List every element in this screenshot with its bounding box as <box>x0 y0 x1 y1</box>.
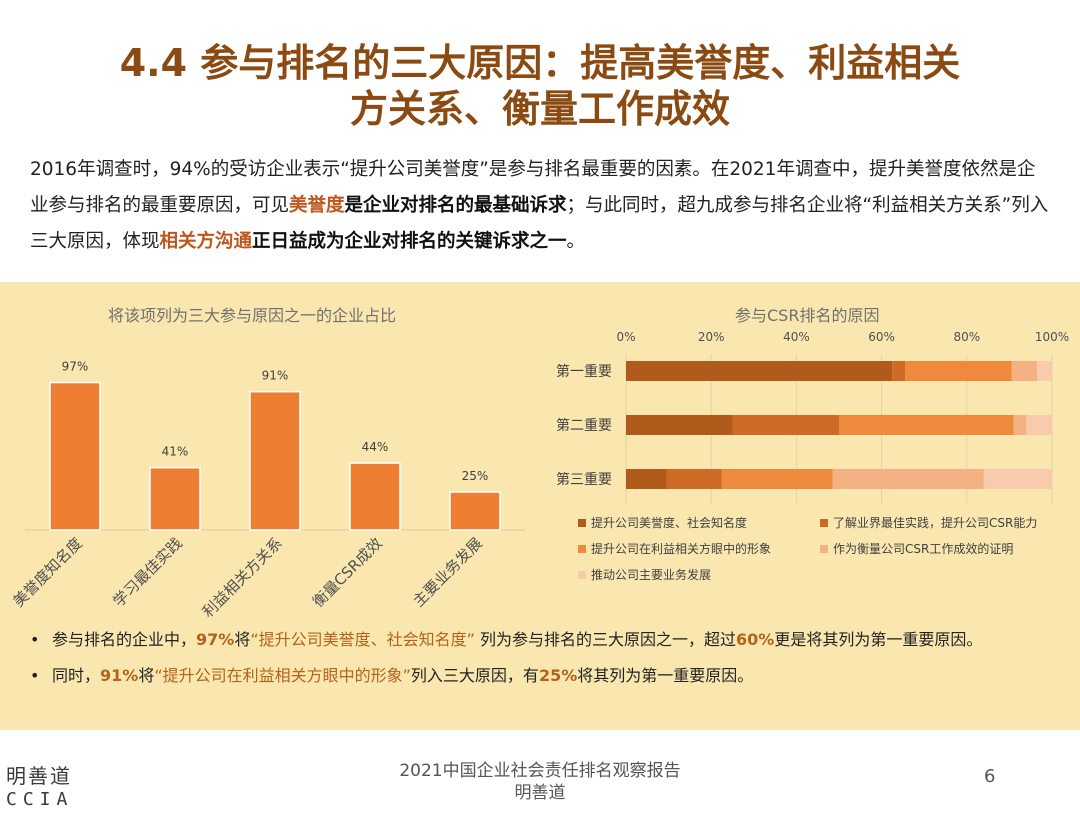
category-label: 第二重要 <box>556 417 612 434</box>
stacked-bar-segment <box>905 361 1012 381</box>
stacked-chart-title: 参与CSR排名的原因 <box>735 306 880 325</box>
bar <box>149 466 201 531</box>
stacked-bar-segment <box>732 415 839 435</box>
stacked-bar-segment <box>1011 361 1038 381</box>
bar <box>49 381 101 531</box>
bullet-item-2: • 同时，91%将“提升公司在利益相关方眼中的形象”列入三大原因，有25%将其列… <box>30 660 1060 692</box>
stacked-bar-segment <box>1013 415 1027 435</box>
logo-en: CCIA <box>6 789 74 810</box>
title-line-1: 4.4 参与排名的三大原因：提高美誉度、利益相关 <box>119 41 961 85</box>
footer-org: 明善道 <box>514 783 566 803</box>
x-tick-label: 100% <box>1035 332 1069 344</box>
intro-text-2: ；与此同时，超九成参与排名企业将“利益相关方关系”列入三大原因，体现 <box>30 195 1049 252</box>
x-tick-label: 60% <box>868 332 895 344</box>
stacked-bar-segment <box>626 415 733 435</box>
legend-label: 提升公司美誉度、社会知名度 <box>591 515 747 530</box>
legend-swatch <box>820 545 828 553</box>
x-tick-label: 40% <box>783 332 810 344</box>
stacked-bar-segment <box>626 469 667 489</box>
page-number: 6 <box>984 766 996 787</box>
stacked-bar-segment <box>832 469 984 489</box>
data-label: 25% <box>462 469 489 483</box>
x-tick-label: 0% <box>616 332 635 344</box>
category-label: 第一重要 <box>556 363 612 380</box>
bar-chart: 97% 美誉度知名度 41% 学习最佳实践 91% 利益相关方关系 44% 衡量CSR成效 25… <box>9 360 525 621</box>
legend-swatch <box>578 519 586 527</box>
category-label: 学习最佳实践 <box>109 534 185 610</box>
stacked-bar-segment <box>721 469 833 489</box>
page-title: 4.4 参与排名的三大原因：提高美誉度、利益相关 方关系、衡量工作成效 <box>0 40 1080 132</box>
bullet-text: 列为参与排名的三大原因之一，超过 <box>474 630 737 649</box>
intro-text-3: 。 <box>566 231 586 252</box>
intro-text-1: 2016年调查时，94%的受访企业表示“提升公司美誉度”是参与排名最重要的因素。… <box>30 159 1036 216</box>
bullet-text: 将 <box>138 666 155 685</box>
bullet-text: 将其列为第一重要原因。 <box>577 666 754 685</box>
category-label: 第三重要 <box>556 471 612 488</box>
bullet-item-1: • 参与排名的企业中，97%将“提升公司美誉度、社会知名度” 列为参与排名的三大… <box>30 624 1060 656</box>
bullet-text: 列入三大原因，有 <box>410 666 539 685</box>
data-label: 91% <box>262 369 289 383</box>
legend-swatch <box>820 519 828 527</box>
intro-highlight-1: 美誉度 <box>289 195 345 216</box>
stacked-bar-segment <box>892 361 906 381</box>
data-label: 97% <box>62 360 89 374</box>
intro-bold-1: 是企业对排名的最基础诉求 <box>344 195 567 216</box>
stacked-bar-chart: 0% 20% 40% 60% 80% 100% 第一重要第二重要第三重要提升公司美誉度、社会… <box>556 332 1069 582</box>
bullet-dot: • <box>30 630 40 649</box>
legend-swatch <box>578 545 586 553</box>
bullet-percent: 97% <box>196 630 235 649</box>
category-label: 衡量CSR成效 <box>309 534 386 611</box>
bullet-quote: “提升公司在利益相关方眼中的形象” <box>154 666 411 685</box>
bar <box>349 462 401 531</box>
bar <box>449 491 501 531</box>
x-tick-label: 20% <box>698 332 725 344</box>
bullet-percent: 25% <box>538 666 578 685</box>
bullet-text: 将 <box>234 630 251 649</box>
legend-label: 推动公司主要业务发展 <box>591 567 711 582</box>
bar-chart-title: 将该项列为三大参与原因之一的企业占比 <box>108 306 397 325</box>
legend-label: 作为衡量公司CSR工作成效的证明 <box>833 541 1013 556</box>
bullet-quote: “提升公司美誉度、社会知名度” <box>250 630 475 649</box>
stacked-bar-segment <box>666 469 722 489</box>
data-label: 44% <box>362 440 389 454</box>
category-label: 利益相关方关系 <box>199 534 286 621</box>
data-label: 41% <box>162 445 189 459</box>
logo: 明善道 CCIA <box>6 760 86 810</box>
logo-zh: 明善道 <box>6 764 72 788</box>
footer: 2021中国企业社会责任排名观察报告 明善道 <box>340 760 740 804</box>
bullet-text: 更是将其列为第一重要原因。 <box>774 630 983 649</box>
stacked-bar-segment <box>839 415 1014 435</box>
intro-bold-2: 正日益成为企业对排名的关键诉求之一 <box>252 231 567 252</box>
bullet-text: 参与排名的企业中， <box>52 630 197 649</box>
legend-swatch <box>578 571 586 579</box>
bar <box>249 390 301 531</box>
category-label: 美誉度知名度 <box>9 534 85 610</box>
title-line-2: 方关系、衡量工作成效 <box>349 87 730 131</box>
legend-label: 了解业界最佳实践，提升公司CSR能力 <box>833 515 1037 530</box>
stacked-bar-segment <box>983 469 1052 489</box>
stacked-bar-segment <box>626 361 893 381</box>
stacked-bar-segment <box>1037 361 1052 381</box>
legend-label: 提升公司在利益相关方眼中的形象 <box>591 541 771 556</box>
intro-paragraph: 2016年调查时，94%的受访企业表示“提升公司美誉度”是参与排名最重要的因素。… <box>30 152 1050 260</box>
bullet-percent: 60% <box>736 630 775 649</box>
stacked-bar-segment <box>1026 415 1052 435</box>
bullet-percent: 91% <box>100 666 139 685</box>
x-tick-label: 80% <box>953 332 980 344</box>
bullet-list: • 参与排名的企业中，97%将“提升公司美誉度、社会知名度” 列为参与排名的三大… <box>30 624 1060 692</box>
category-label: 主要业务发展 <box>409 534 485 610</box>
intro-highlight-2: 相关方沟通 <box>159 231 253 252</box>
chart-panel: 将该项列为三大参与原因之一的企业占比 97% 美誉度知名度 41% 学习最佳实践 91%… <box>0 282 1080 730</box>
bullet-dot: • <box>30 666 40 685</box>
bullet-text: 同时， <box>52 666 101 685</box>
footer-report-title: 2021中国企业社会责任排名观察报告 <box>399 761 681 781</box>
